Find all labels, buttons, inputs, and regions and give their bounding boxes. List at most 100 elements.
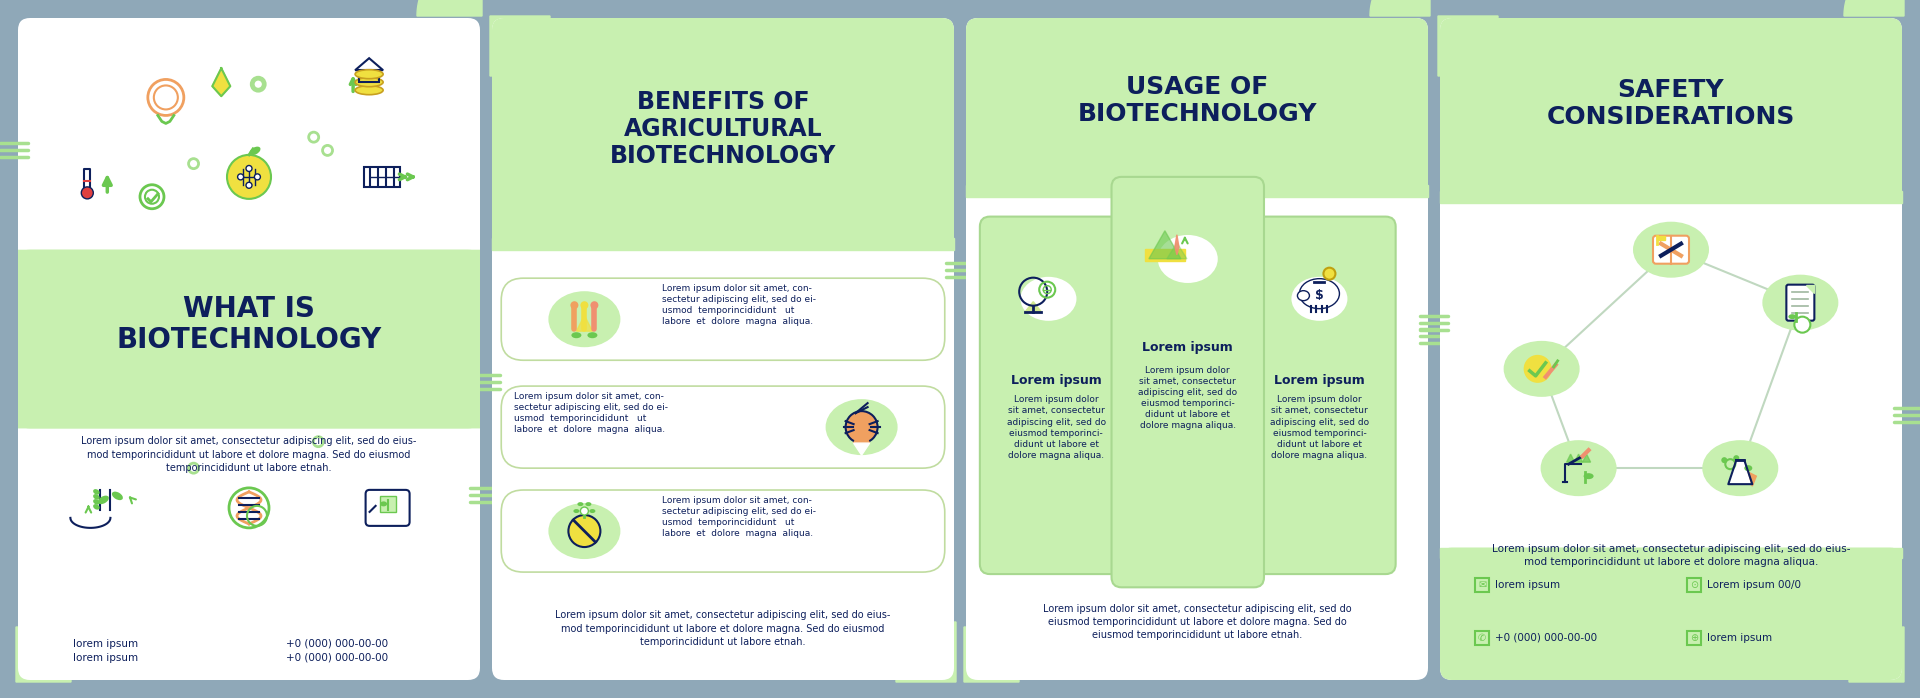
Circle shape xyxy=(246,165,252,172)
Circle shape xyxy=(253,174,261,180)
FancyBboxPatch shape xyxy=(1653,236,1690,264)
Ellipse shape xyxy=(355,86,384,95)
Text: WHAT IS
BIOTECHNOLOGY: WHAT IS BIOTECHNOLOGY xyxy=(117,295,382,355)
Ellipse shape xyxy=(1743,465,1753,471)
Polygon shape xyxy=(1807,285,1814,292)
Polygon shape xyxy=(1849,627,1905,682)
Ellipse shape xyxy=(1788,314,1797,319)
Ellipse shape xyxy=(111,491,123,500)
Polygon shape xyxy=(490,16,549,76)
Ellipse shape xyxy=(588,332,597,339)
Circle shape xyxy=(1722,457,1728,463)
Ellipse shape xyxy=(1298,290,1309,301)
Ellipse shape xyxy=(94,504,100,510)
Bar xyxy=(1475,578,1490,592)
Text: Lorem ipsum: Lorem ipsum xyxy=(1142,341,1233,354)
Text: BENEFITS OF
AGRICULTURAL
BIOTECHNOLOGY: BENEFITS OF AGRICULTURAL BIOTECHNOLOGY xyxy=(611,90,837,168)
Bar xyxy=(359,70,378,82)
Text: Lorem ipsum 00/0: Lorem ipsum 00/0 xyxy=(1707,579,1801,590)
Text: +0 (000) 000-00-00: +0 (000) 000-00-00 xyxy=(286,639,388,649)
FancyBboxPatch shape xyxy=(1112,177,1263,587)
Text: lorem ipsum: lorem ipsum xyxy=(1707,632,1772,643)
Polygon shape xyxy=(1144,248,1185,261)
Ellipse shape xyxy=(1292,277,1348,321)
Ellipse shape xyxy=(549,291,620,347)
Text: Lorem ipsum dolor sit amet, con-
sectetur adipiscing elit, sed do ei-
usmod  tem: Lorem ipsum dolor sit amet, con- sectetu… xyxy=(662,284,816,327)
Bar xyxy=(1440,191,1903,203)
FancyBboxPatch shape xyxy=(501,279,945,360)
Circle shape xyxy=(1323,267,1336,280)
Ellipse shape xyxy=(1540,440,1617,496)
Polygon shape xyxy=(1728,460,1753,484)
Ellipse shape xyxy=(549,503,620,559)
Ellipse shape xyxy=(578,502,584,506)
FancyBboxPatch shape xyxy=(492,18,954,250)
Circle shape xyxy=(580,507,588,515)
Circle shape xyxy=(1734,455,1740,461)
Circle shape xyxy=(1524,355,1551,383)
Polygon shape xyxy=(213,68,230,96)
Text: Lorem ipsum dolor sit amet, consectetur adipiscing elit, sed do eius-
mod tempor: Lorem ipsum dolor sit amet, consectetur … xyxy=(1492,544,1851,567)
Bar xyxy=(1440,548,1903,558)
Polygon shape xyxy=(854,443,870,455)
FancyBboxPatch shape xyxy=(17,18,480,680)
Polygon shape xyxy=(1025,302,1041,312)
Text: ⊙: ⊙ xyxy=(1690,579,1699,590)
Ellipse shape xyxy=(1763,274,1837,331)
FancyBboxPatch shape xyxy=(1244,216,1396,574)
Ellipse shape xyxy=(1584,473,1594,479)
Polygon shape xyxy=(417,0,482,16)
Polygon shape xyxy=(1567,454,1574,462)
Polygon shape xyxy=(15,627,71,682)
FancyBboxPatch shape xyxy=(1440,548,1903,680)
Text: Lorem ipsum dolor
sit amet, consectetur
adipiscing elit, sed do
eiusmod temporin: Lorem ipsum dolor sit amet, consectetur … xyxy=(1006,395,1106,460)
Polygon shape xyxy=(1574,454,1582,462)
FancyBboxPatch shape xyxy=(17,250,480,429)
Text: Lorem ipsum dolor
sit amet, consectetur
adipiscing elit, sed do
eiusmod temporin: Lorem ipsum dolor sit amet, consectetur … xyxy=(1269,395,1369,460)
Circle shape xyxy=(845,411,877,443)
Ellipse shape xyxy=(355,77,384,87)
Ellipse shape xyxy=(578,516,584,520)
Ellipse shape xyxy=(1020,277,1077,321)
Bar xyxy=(1688,630,1701,645)
FancyBboxPatch shape xyxy=(979,216,1133,574)
Text: ⊕: ⊕ xyxy=(1690,632,1699,643)
Text: ✆: ✆ xyxy=(1478,632,1486,643)
Ellipse shape xyxy=(1634,222,1709,278)
Text: SAFETY
CONSIDERATIONS: SAFETY CONSIDERATIONS xyxy=(1548,78,1795,128)
Ellipse shape xyxy=(355,70,384,79)
FancyBboxPatch shape xyxy=(501,490,945,572)
Bar xyxy=(84,169,90,191)
Polygon shape xyxy=(1438,16,1498,76)
Polygon shape xyxy=(1749,472,1757,487)
Bar xyxy=(1475,630,1490,645)
Bar xyxy=(363,167,399,187)
Polygon shape xyxy=(854,429,870,443)
Polygon shape xyxy=(1167,243,1187,259)
Circle shape xyxy=(570,302,578,309)
Ellipse shape xyxy=(94,494,100,500)
Circle shape xyxy=(238,174,244,180)
Ellipse shape xyxy=(574,509,580,513)
Circle shape xyxy=(227,155,271,199)
Ellipse shape xyxy=(380,501,388,506)
Ellipse shape xyxy=(1503,341,1580,397)
Ellipse shape xyxy=(1703,440,1778,496)
Ellipse shape xyxy=(94,499,100,505)
FancyBboxPatch shape xyxy=(966,18,1428,680)
Ellipse shape xyxy=(826,399,899,455)
Ellipse shape xyxy=(1300,279,1340,309)
Text: Lorem ipsum dolor
sit amet, consectetur
adipiscing elit, sed do
eiusmod temporin: Lorem ipsum dolor sit amet, consectetur … xyxy=(1139,366,1236,430)
Bar xyxy=(1688,578,1701,592)
Text: Lorem ipsum dolor sit amet, con-
sectetur adipiscing elit, sed do ei-
usmod  tem: Lorem ipsum dolor sit amet, con- sectetu… xyxy=(515,392,668,434)
Text: +0 (000) 000-00-00: +0 (000) 000-00-00 xyxy=(1496,632,1597,643)
Ellipse shape xyxy=(1797,322,1807,327)
Bar xyxy=(380,496,396,512)
Circle shape xyxy=(246,182,252,188)
Polygon shape xyxy=(1582,454,1590,462)
Polygon shape xyxy=(1843,0,1905,16)
Bar xyxy=(966,185,1428,197)
FancyBboxPatch shape xyxy=(1786,285,1814,320)
Ellipse shape xyxy=(98,496,109,504)
FancyBboxPatch shape xyxy=(1440,18,1903,680)
